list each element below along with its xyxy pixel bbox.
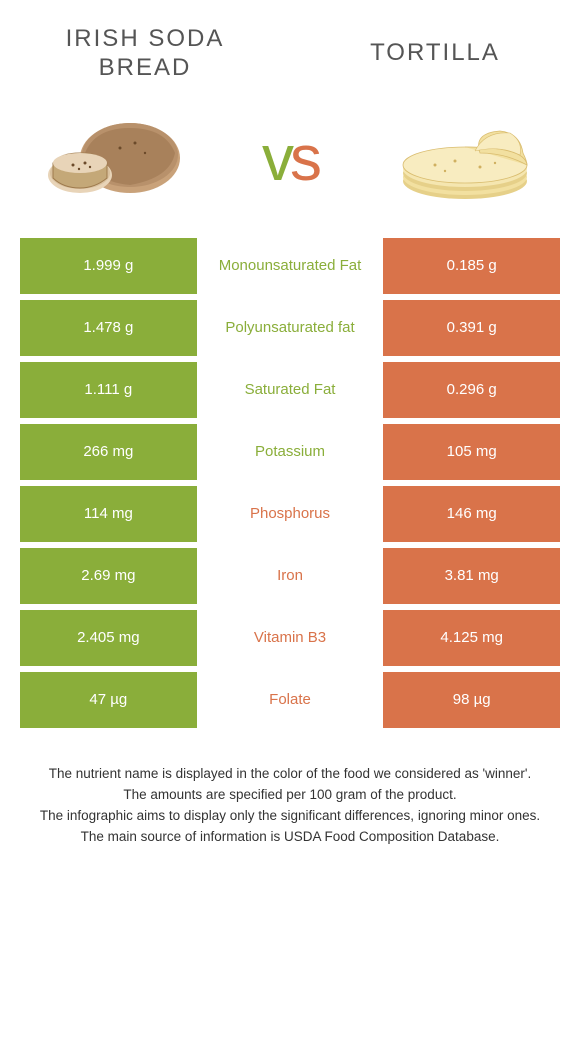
left-value: 114 mg: [20, 486, 197, 542]
left-value: 2.69 mg: [20, 548, 197, 604]
table-row: 2.69 mgIron3.81 mg: [20, 548, 560, 604]
bread-icon: [35, 103, 195, 213]
tortilla-icon: [385, 103, 545, 213]
left-value: 47 µg: [20, 672, 197, 728]
nutrient-name: Saturated Fat: [197, 362, 384, 418]
footer-line: The infographic aims to display only the…: [20, 806, 560, 826]
nutrient-name: Monounsaturated Fat: [197, 238, 384, 294]
table-row: 1.478 gPolyunsaturated fat0.391 g: [20, 300, 560, 356]
right-value: 0.391 g: [383, 300, 560, 356]
images-row: vs: [0, 98, 580, 238]
table-row: 47 µgFolate98 µg: [20, 672, 560, 728]
vs-s: s: [290, 122, 318, 194]
left-value: 266 mg: [20, 424, 197, 480]
right-value: 105 mg: [383, 424, 560, 480]
nutrient-name: Potassium: [197, 424, 384, 480]
right-value: 3.81 mg: [383, 548, 560, 604]
left-value: 1.111 g: [20, 362, 197, 418]
left-food-title: Irish soda bread: [35, 25, 255, 83]
nutrient-name: Vitamin B3: [197, 610, 384, 666]
footer-line: The amounts are specified per 100 gram o…: [20, 785, 560, 805]
footer-line: The main source of information is USDA F…: [20, 827, 560, 847]
right-food-title: Tortilla: [325, 25, 545, 83]
right-food-image: [385, 103, 545, 213]
right-value: 0.296 g: [383, 362, 560, 418]
nutrient-name: Polyunsaturated fat: [197, 300, 384, 356]
right-value: 146 mg: [383, 486, 560, 542]
left-food-image: [35, 103, 195, 213]
nutrient-name: Folate: [197, 672, 384, 728]
table-row: 1.999 gMonounsaturated Fat0.185 g: [20, 238, 560, 294]
left-value: 1.999 g: [20, 238, 197, 294]
comparison-table: 1.999 gMonounsaturated Fat0.185 g 1.478 g…: [20, 238, 560, 728]
table-row: 1.111 gSaturated Fat0.296 g: [20, 362, 560, 418]
nutrient-name: Iron: [197, 548, 384, 604]
table-row: 266 mgPotassium105 mg: [20, 424, 560, 480]
table-row: 114 mgPhosphorus146 mg: [20, 486, 560, 542]
left-value: 2.405 mg: [20, 610, 197, 666]
left-value: 1.478 g: [20, 300, 197, 356]
right-value: 4.125 mg: [383, 610, 560, 666]
nutrient-name: Phosphorus: [197, 486, 384, 542]
right-value: 98 µg: [383, 672, 560, 728]
right-value: 0.185 g: [383, 238, 560, 294]
table-row: 2.405 mgVitamin B34.125 mg: [20, 610, 560, 666]
vs-label: vs: [262, 121, 318, 195]
footer-notes: The nutrient name is displayed in the co…: [0, 734, 580, 859]
vs-v: v: [262, 122, 290, 194]
footer-line: The nutrient name is displayed in the co…: [20, 764, 560, 784]
header: Irish soda bread Tortilla: [0, 0, 580, 98]
